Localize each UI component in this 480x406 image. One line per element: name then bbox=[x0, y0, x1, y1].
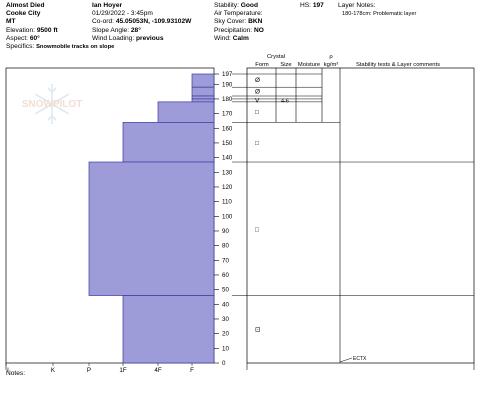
hardness-label-F: F bbox=[190, 367, 194, 374]
layer-table-frame bbox=[246, 67, 475, 364]
air-temperature: Air Temperature: bbox=[214, 10, 263, 18]
depth-tick-label-6: 140 bbox=[222, 155, 233, 162]
hardness-label-K: K bbox=[51, 367, 56, 374]
stability: Stability: Good bbox=[214, 2, 258, 9]
hardness-layer-0 bbox=[191, 73, 215, 88]
hardness-profile bbox=[88, 73, 215, 364]
depth-tick-label-3: 170 bbox=[222, 111, 233, 118]
stability-tests-header: Stability tests & Layer comments bbox=[356, 62, 440, 68]
crystal-form-1: Ø bbox=[255, 89, 260, 96]
precipitation: Precipitation: NO bbox=[214, 26, 264, 34]
pit-location: Cooke City bbox=[6, 10, 41, 18]
snowpilot-watermark: SNOWPILOT bbox=[22, 84, 83, 124]
specifics: Specifics: Snowmobile tracks on slope bbox=[6, 43, 115, 51]
hardness-label-1F: 1F bbox=[119, 367, 126, 374]
header-observation: Ian Hoyer 01/29/2022 - 3:45pm Co-ord: 45… bbox=[92, 2, 191, 43]
hardness-label-I: I bbox=[7, 367, 9, 374]
hardness-axis: I K P 1F 4F F bbox=[5, 363, 194, 374]
crystal-form-3: □ bbox=[255, 109, 259, 116]
hardness-layer-1 bbox=[191, 86, 215, 97]
depth-tick-label-10: 100 bbox=[222, 213, 233, 220]
crystal-form-5: □ bbox=[255, 227, 259, 234]
depth-tick-label-14: 60 bbox=[222, 272, 229, 279]
hardness-layer-4 bbox=[157, 101, 215, 123]
header-location: Almost Died Cooke City MT Elevation: 950… bbox=[6, 2, 114, 51]
datetime: 01/29/2022 - 3:45pm bbox=[92, 10, 153, 18]
layer-comment-0: ECTX bbox=[353, 356, 367, 362]
header-snow-height: HS: 197 bbox=[300, 2, 324, 9]
density-symbol: ρ bbox=[329, 54, 333, 60]
depth-tick-label-13: 70 bbox=[222, 257, 229, 264]
crystal-form-0: Ø bbox=[255, 77, 260, 84]
crystal-form-6: ⊡ bbox=[255, 326, 260, 333]
depth-tick-label-18: 20 bbox=[222, 331, 229, 338]
depth-tick-label-9: 110 bbox=[222, 199, 232, 206]
notes-label: Notes: bbox=[6, 370, 26, 377]
depth-tick-label-8: 120 bbox=[222, 184, 233, 191]
depth-scale: 1971901801701601501401301201101009080706… bbox=[214, 71, 233, 367]
moisture-header: Moisture bbox=[298, 62, 320, 68]
size-header: Size bbox=[280, 62, 291, 68]
crystal-forms: ØØV 4-6□□□⊡ECTX bbox=[255, 77, 367, 363]
pit-name: Almost Died bbox=[6, 2, 45, 9]
hardness-layer-2 bbox=[191, 95, 215, 100]
sky-cover: Sky Cover: BKN bbox=[214, 18, 263, 26]
aspect: Aspect: 60° bbox=[6, 34, 40, 42]
crystal-form-2: V bbox=[255, 97, 260, 104]
crystal-size-2: 4-6 bbox=[281, 98, 289, 104]
depth-tick-label-5: 150 bbox=[222, 140, 233, 147]
depth-tick-label-19: 10 bbox=[222, 345, 229, 352]
depth-tick-label-11: 90 bbox=[222, 228, 229, 235]
depth-tick-label-4: 160 bbox=[222, 125, 233, 132]
hardness-layer-6 bbox=[88, 161, 215, 296]
depth-tick-label-2: 180 bbox=[222, 96, 233, 103]
depth-tick-label-16: 40 bbox=[222, 301, 229, 308]
depth-tick-label-1: 190 bbox=[222, 81, 233, 88]
depth-tick-label-17: 30 bbox=[222, 316, 229, 323]
crystal-form-4: □ bbox=[255, 140, 259, 147]
watermark-text: SNOWPILOT bbox=[22, 99, 83, 110]
depth-tick-label-12: 80 bbox=[222, 243, 229, 250]
wind-loading: Wind Loading: previous bbox=[92, 34, 164, 42]
layer-connectors bbox=[232, 73, 474, 296]
density-unit: kg/m³ bbox=[324, 62, 339, 68]
depth-tick-label-20: 0 bbox=[222, 360, 226, 367]
hardness-label-P: P bbox=[87, 367, 91, 374]
depth-tick-label-0: 197 bbox=[222, 71, 233, 78]
layer-note: 180-178cm: Problematic layer bbox=[342, 11, 417, 18]
coordinates: Co-ord: 45.05053N, -109.93102W bbox=[92, 18, 192, 26]
depth-tick-label-15: 50 bbox=[222, 287, 229, 294]
hardness-layer-5 bbox=[122, 122, 215, 163]
pit-state: MT bbox=[6, 18, 16, 26]
hardness-layer-3 bbox=[191, 98, 215, 103]
observer: Ian Hoyer bbox=[92, 2, 123, 9]
form-header: Form bbox=[255, 62, 269, 68]
hardness-layer-7 bbox=[122, 295, 215, 364]
header-conditions: Stability: Good Air Temperature: Sky Cov… bbox=[214, 2, 264, 43]
hardness-label-4F: 4F bbox=[154, 367, 161, 374]
depth-tick-label-7: 130 bbox=[222, 169, 233, 176]
header-layer-notes: Layer Notes: 180-178cm: Problematic laye… bbox=[338, 2, 417, 18]
wind: Wind: Calm bbox=[214, 34, 249, 42]
crystal-header: Crystal bbox=[267, 54, 285, 60]
slope-angle: Slope Angle: 28° bbox=[92, 26, 141, 34]
elevation: Elevation: 9500 ft bbox=[6, 26, 58, 34]
